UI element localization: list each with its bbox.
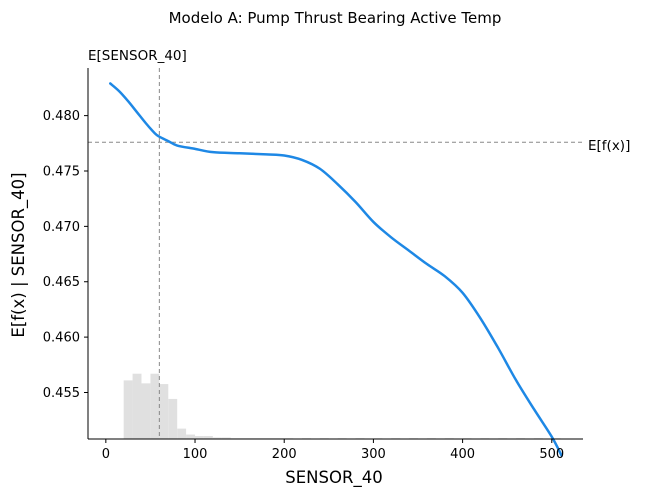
histogram-bar (221, 437, 231, 439)
histogram-bar (132, 373, 142, 439)
ticks: 0 100 200 300 400 500 0.455 0.460 0.465 0.470 0.47… (43, 109, 564, 462)
y-tick-label: 0.455 (43, 386, 80, 401)
x-tick-label: 300 (361, 447, 386, 462)
x-tick-label: 400 (450, 447, 475, 462)
axes (87, 68, 583, 440)
y-tick-label: 0.475 (43, 164, 80, 179)
x-axis-label: SENSOR_40 (285, 468, 382, 488)
x-tick-label: 200 (272, 447, 297, 462)
y-tick-label: 0.465 (43, 275, 80, 290)
horizontal-ref-label: E[f(x)] (588, 138, 630, 154)
series-line (109, 82, 563, 457)
chart-title: Modelo A: Pump Thrust Bearing Active Tem… (169, 9, 502, 27)
histogram-bar (203, 436, 213, 439)
histogram-bar (159, 384, 169, 439)
histogram-bar (212, 437, 222, 439)
reference-lines (88, 68, 583, 439)
histogram-bar (168, 398, 178, 439)
x-tick-label: 500 (539, 447, 564, 462)
histogram-bar (141, 383, 151, 439)
y-tick-label: 0.480 (43, 109, 80, 124)
histogram (123, 373, 561, 439)
histogram-bar (123, 380, 133, 439)
series-layer (109, 82, 563, 457)
histogram-bar (195, 436, 204, 439)
y-tick-label: 0.460 (43, 331, 80, 346)
vertical-ref-label: E[SENSOR_40] (88, 48, 187, 64)
y-tick-label: 0.470 (43, 220, 80, 235)
x-tick-label: 100 (183, 447, 208, 462)
histogram-bar (150, 373, 160, 439)
x-tick-label: 0 (102, 447, 110, 462)
histogram-bar (177, 428, 187, 439)
histogram-bar (186, 434, 196, 439)
y-axis-label: E[f(x) | SENSOR_40] (9, 172, 29, 337)
